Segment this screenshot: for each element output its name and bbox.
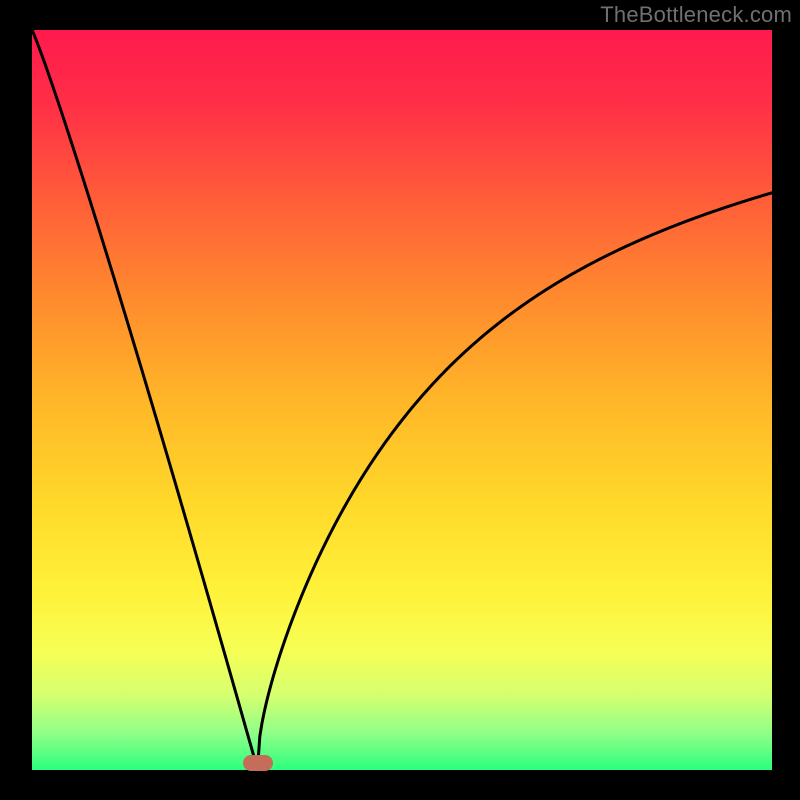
bottleneck-curve — [32, 30, 772, 770]
curve-path — [32, 30, 772, 766]
optimum-marker — [243, 755, 273, 771]
watermark-text: TheBottleneck.com — [600, 2, 792, 28]
chart-container: TheBottleneck.com — [0, 0, 800, 800]
plot-area — [32, 30, 772, 770]
